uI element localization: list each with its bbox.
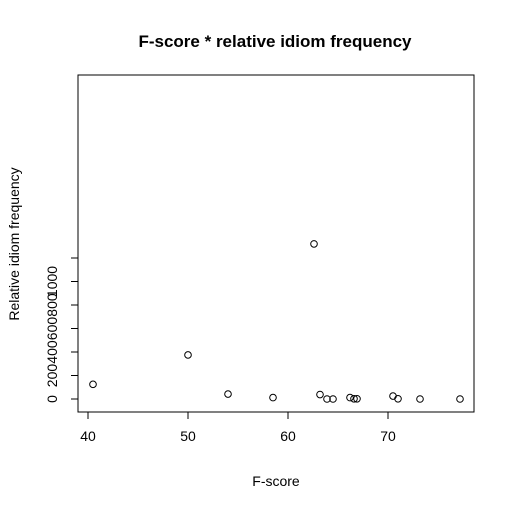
y-tick-label: 800 (44, 293, 60, 317)
data-point (346, 393, 354, 402)
data-point (416, 395, 424, 403)
x-tick-label: 50 (180, 428, 196, 444)
y-axis-label: Relative idiom frequency (6, 167, 22, 320)
x-axis-label: F-score (252, 473, 300, 489)
x-axis: 40 50 60 70 (80, 412, 396, 444)
data-point (353, 394, 361, 403)
data-point (224, 390, 232, 398)
x-tick-label: 70 (380, 428, 396, 444)
data-point (89, 380, 97, 389)
plot-frame (77, 74, 475, 413)
data-point (269, 393, 277, 402)
data-point (310, 240, 318, 248)
y-tick-label: 600 (44, 317, 60, 341)
y-tick-label: 0 (44, 395, 60, 403)
data-point (394, 394, 402, 403)
data-point (350, 394, 358, 403)
y-tick-label: 1000 (44, 266, 60, 297)
x-tick-label: 40 (80, 428, 96, 444)
data-point (323, 395, 331, 403)
data-point (389, 392, 397, 400)
data-points (89, 240, 464, 403)
y-tick-label: 400 (44, 340, 60, 364)
data-point (184, 351, 192, 359)
data-point (456, 395, 464, 403)
chart-title: F-score * relative idiom frequency (138, 32, 412, 51)
x-tick-label: 60 (280, 428, 296, 444)
data-point (329, 395, 337, 403)
y-tick-label: 200 (44, 364, 60, 388)
data-point (316, 390, 324, 399)
